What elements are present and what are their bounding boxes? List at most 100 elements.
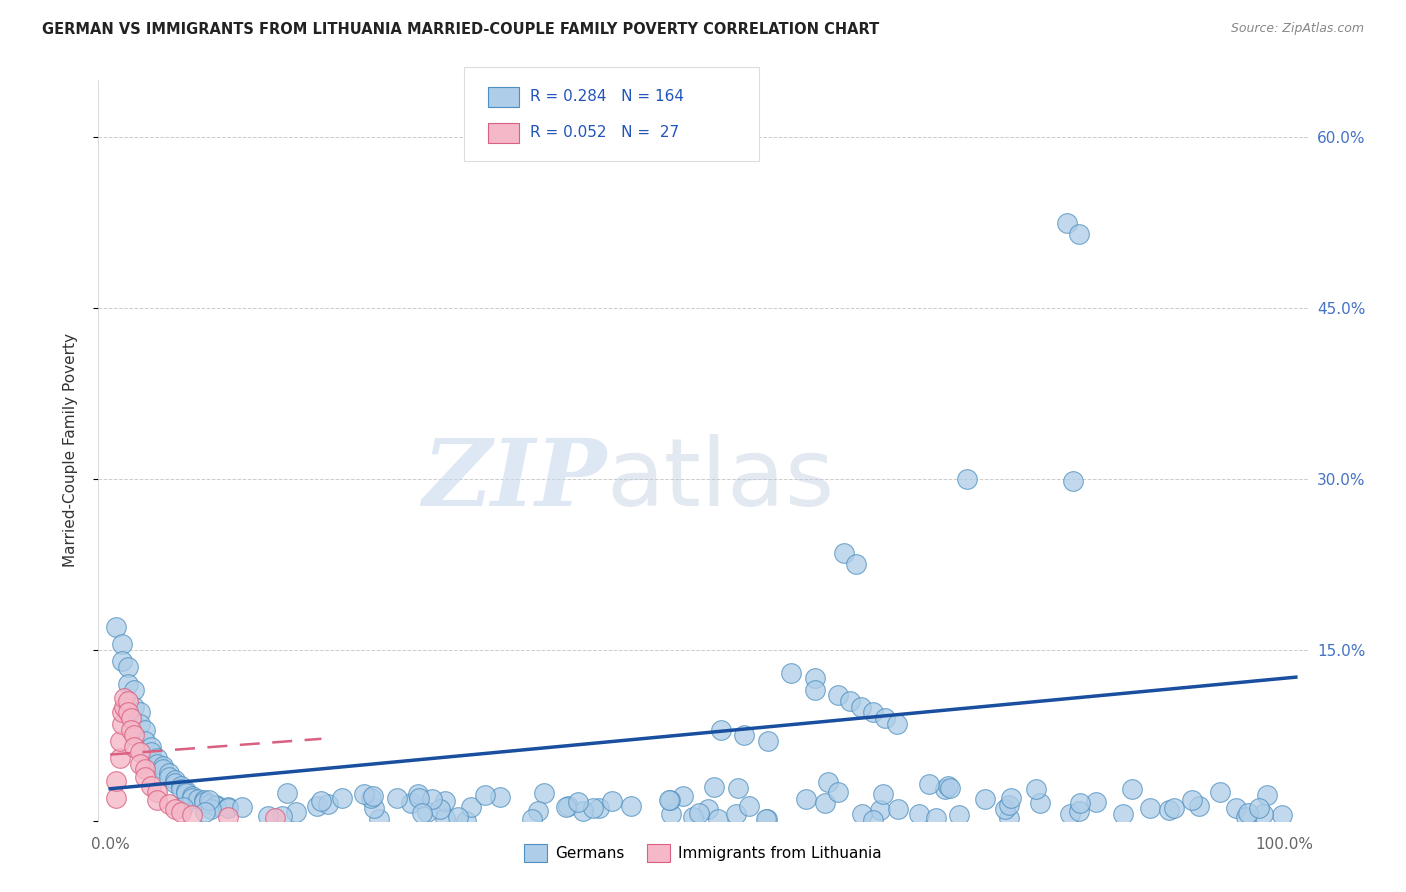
Point <box>688 805 710 820</box>
Point <box>474 789 496 803</box>
Point <box>117 660 139 674</box>
Point <box>1000 791 1022 805</box>
Point <box>1253 806 1275 821</box>
Point <box>128 706 150 720</box>
Point <box>862 706 884 720</box>
Point <box>111 654 134 668</box>
Point <box>181 790 204 805</box>
Point <box>886 716 908 731</box>
Point <box>1084 796 1107 810</box>
Point <box>128 745 150 759</box>
Point <box>353 787 375 801</box>
Point <box>122 682 145 697</box>
Point <box>948 807 970 822</box>
Point <box>193 793 215 807</box>
Point <box>284 805 307 819</box>
Point <box>181 789 204 803</box>
Point <box>454 814 477 828</box>
Point <box>176 784 198 798</box>
Point <box>176 786 198 800</box>
Point <box>794 792 817 806</box>
Point <box>925 811 948 825</box>
Point <box>908 806 931 821</box>
Point <box>416 805 439 819</box>
Point <box>780 665 803 680</box>
Point <box>108 751 131 765</box>
Point <box>368 812 391 826</box>
Point <box>157 797 180 811</box>
Point <box>112 699 135 714</box>
Point <box>111 637 134 651</box>
Point <box>194 805 217 819</box>
Point <box>122 728 145 742</box>
Point <box>1139 801 1161 815</box>
Point <box>1234 810 1257 824</box>
Point <box>111 706 134 720</box>
Point <box>117 694 139 708</box>
Point <box>141 745 163 759</box>
Point <box>187 792 209 806</box>
Point <box>725 807 748 822</box>
Point <box>420 791 443 805</box>
Point <box>973 791 995 805</box>
Point <box>998 811 1021 825</box>
Point <box>1029 796 1052 810</box>
Point <box>557 798 579 813</box>
Point <box>1163 801 1185 815</box>
Point <box>939 781 962 796</box>
Point <box>582 800 605 814</box>
Point <box>588 801 610 815</box>
Text: GERMAN VS IMMIGRANTS FROM LITHUANIA MARRIED-COUPLE FAMILY POVERTY CORRELATION CH: GERMAN VS IMMIGRANTS FROM LITHUANIA MARR… <box>42 22 879 37</box>
Point <box>803 671 825 685</box>
Point <box>270 809 292 823</box>
Point <box>489 789 512 804</box>
Point <box>934 781 956 796</box>
Point <box>120 723 142 737</box>
Point <box>163 772 186 787</box>
Point <box>1247 800 1270 814</box>
Point <box>217 801 239 815</box>
Point <box>803 682 825 697</box>
Point <box>1062 474 1084 488</box>
Point <box>1237 805 1260 820</box>
Point <box>128 716 150 731</box>
Point <box>658 793 681 807</box>
Point <box>309 794 332 808</box>
Point <box>707 812 730 826</box>
Point <box>141 780 163 794</box>
Point <box>152 763 174 777</box>
Point <box>446 810 468 824</box>
Legend: Germans, Immigrants from Lithuania: Germans, Immigrants from Lithuania <box>519 838 887 869</box>
Point <box>1271 808 1294 822</box>
Point <box>697 802 720 816</box>
Point <box>146 793 169 807</box>
Point <box>117 706 139 720</box>
Point <box>200 802 222 816</box>
Point <box>1025 782 1047 797</box>
Point <box>956 472 979 486</box>
Point <box>756 812 779 826</box>
Point <box>832 546 855 560</box>
Point <box>994 801 1017 815</box>
Point <box>936 779 959 793</box>
Point <box>276 786 298 800</box>
Point <box>105 790 128 805</box>
Point <box>193 796 215 810</box>
Point <box>838 694 860 708</box>
Point <box>827 785 849 799</box>
Point <box>117 677 139 691</box>
Point <box>399 796 422 810</box>
Point <box>263 811 285 825</box>
Point <box>554 800 576 814</box>
Text: Source: ZipAtlas.com: Source: ZipAtlas.com <box>1230 22 1364 36</box>
Y-axis label: Married-Couple Family Poverty: Married-Couple Family Poverty <box>63 334 77 567</box>
Text: ZIP: ZIP <box>422 435 606 525</box>
Point <box>363 801 385 815</box>
Point <box>112 690 135 705</box>
Point <box>1067 804 1090 818</box>
Point <box>141 739 163 754</box>
Point <box>851 699 873 714</box>
Point <box>918 777 941 791</box>
Point <box>1209 785 1232 799</box>
Point <box>105 620 128 634</box>
